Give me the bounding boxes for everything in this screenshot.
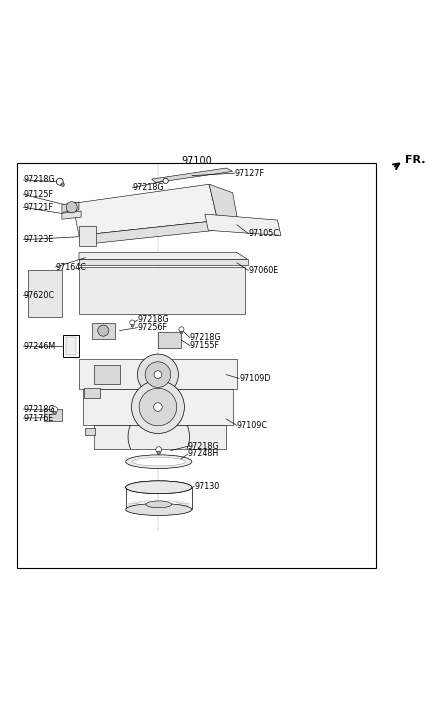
Bar bbox=[94, 365, 120, 384]
Bar bbox=[66, 337, 76, 355]
Circle shape bbox=[157, 451, 160, 454]
Bar bbox=[84, 388, 100, 398]
Text: 97218G: 97218G bbox=[132, 183, 164, 192]
Text: 97256F: 97256F bbox=[138, 323, 167, 332]
Text: 97109C: 97109C bbox=[237, 421, 268, 430]
Polygon shape bbox=[62, 211, 81, 220]
Text: 97218G: 97218G bbox=[138, 316, 169, 324]
Polygon shape bbox=[73, 184, 218, 236]
Circle shape bbox=[66, 201, 77, 213]
Text: 97123E: 97123E bbox=[24, 236, 54, 244]
Polygon shape bbox=[79, 220, 239, 243]
Bar bbox=[79, 225, 96, 246]
Text: FR.: FR. bbox=[405, 156, 425, 165]
Text: 97620C: 97620C bbox=[24, 291, 55, 300]
Text: 97218G: 97218G bbox=[24, 405, 55, 414]
Text: 97246M: 97246M bbox=[24, 342, 56, 351]
Ellipse shape bbox=[126, 504, 192, 515]
Text: 97060E: 97060E bbox=[249, 266, 279, 275]
Text: 97109D: 97109D bbox=[239, 374, 270, 383]
Bar bbox=[63, 335, 79, 357]
Circle shape bbox=[56, 178, 63, 185]
Circle shape bbox=[163, 178, 168, 183]
Text: 97218G: 97218G bbox=[24, 175, 55, 185]
Bar bbox=[28, 270, 62, 316]
Polygon shape bbox=[83, 389, 233, 425]
Bar bbox=[79, 268, 246, 314]
Circle shape bbox=[53, 411, 56, 414]
Polygon shape bbox=[205, 214, 281, 236]
Text: 97121F: 97121F bbox=[24, 203, 53, 212]
Circle shape bbox=[179, 327, 184, 332]
Text: 97100: 97100 bbox=[181, 156, 212, 166]
Polygon shape bbox=[79, 252, 248, 260]
Circle shape bbox=[61, 183, 64, 186]
Circle shape bbox=[138, 354, 178, 395]
Ellipse shape bbox=[126, 455, 192, 468]
Text: 97164C: 97164C bbox=[55, 262, 86, 272]
Polygon shape bbox=[79, 260, 248, 265]
Text: 97248H: 97248H bbox=[188, 449, 219, 459]
Bar bbox=[86, 427, 95, 435]
Bar bbox=[44, 409, 62, 421]
Bar bbox=[17, 163, 376, 569]
Circle shape bbox=[156, 446, 162, 453]
Circle shape bbox=[131, 325, 134, 327]
Circle shape bbox=[145, 362, 171, 387]
Circle shape bbox=[154, 371, 162, 379]
Text: 97130: 97130 bbox=[194, 482, 219, 491]
Polygon shape bbox=[209, 184, 239, 228]
Bar bbox=[158, 332, 181, 348]
Ellipse shape bbox=[126, 481, 192, 494]
Circle shape bbox=[98, 325, 109, 336]
Circle shape bbox=[52, 406, 58, 413]
Text: 97105C: 97105C bbox=[249, 229, 280, 238]
Circle shape bbox=[180, 332, 183, 334]
Polygon shape bbox=[151, 168, 233, 182]
Circle shape bbox=[163, 178, 168, 183]
Ellipse shape bbox=[132, 457, 185, 466]
Polygon shape bbox=[94, 425, 226, 449]
Text: 97218G: 97218G bbox=[188, 442, 219, 451]
Circle shape bbox=[132, 380, 184, 433]
Circle shape bbox=[130, 320, 135, 325]
Text: 97155F: 97155F bbox=[190, 341, 220, 350]
Text: 97176E: 97176E bbox=[24, 414, 54, 422]
Circle shape bbox=[154, 403, 162, 411]
Text: 97125F: 97125F bbox=[24, 190, 53, 199]
Ellipse shape bbox=[146, 501, 172, 507]
Polygon shape bbox=[79, 359, 237, 389]
Polygon shape bbox=[62, 202, 79, 212]
Text: 97127F: 97127F bbox=[235, 169, 265, 177]
Circle shape bbox=[139, 388, 177, 426]
Ellipse shape bbox=[126, 481, 192, 494]
Bar bbox=[92, 323, 115, 339]
Text: 97218G: 97218G bbox=[190, 334, 221, 342]
